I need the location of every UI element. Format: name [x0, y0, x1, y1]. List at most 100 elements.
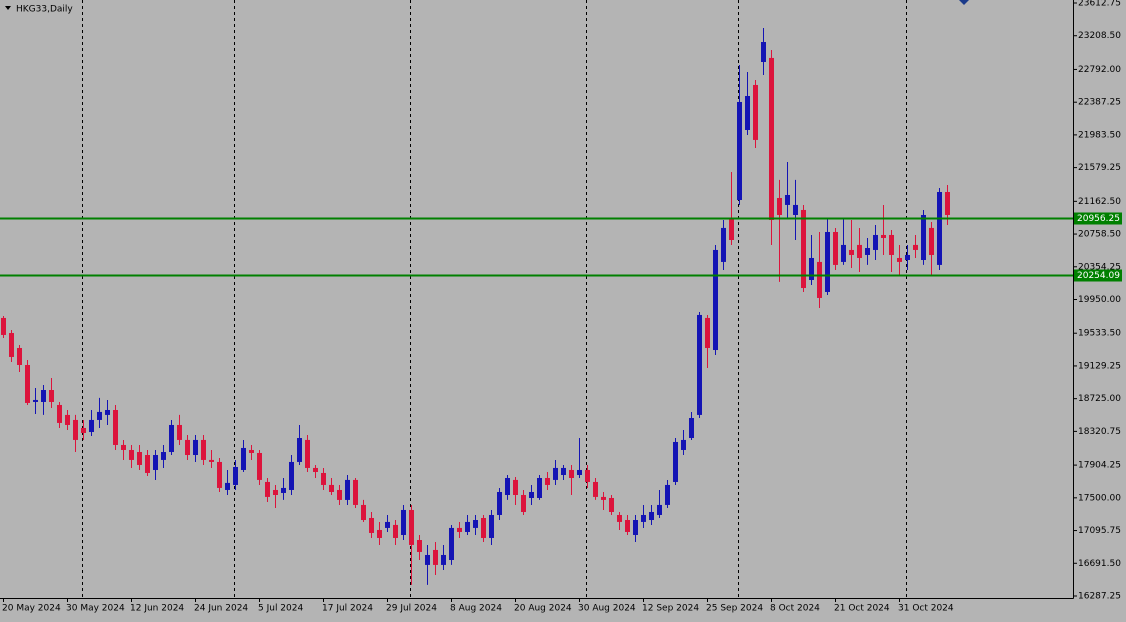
chart-title: HKG33,Daily: [16, 5, 73, 15]
y-tick-label: 22387.25: [1078, 98, 1121, 108]
x-tick-label: 29 Jul 2024: [386, 604, 437, 614]
candle-body: [313, 467, 318, 473]
x-tick-label: 20 Aug 2024: [514, 604, 572, 614]
candle-body: [625, 520, 630, 532]
candle-body: [89, 419, 94, 433]
x-tick-label: 30 May 2024: [66, 604, 125, 614]
candle-body: [17, 347, 22, 365]
candle-body: [377, 529, 382, 538]
candle-body: [185, 439, 190, 456]
level-label-box: [1074, 212, 1122, 225]
candle-body: [97, 411, 102, 420]
candle-body: [713, 249, 718, 351]
candle-body: [577, 469, 582, 475]
candle-body: [249, 449, 254, 453]
candle-body: [33, 399, 38, 402]
y-tick-label: 17095.75: [1078, 526, 1121, 536]
candle-body: [161, 452, 166, 460]
candle-body: [41, 390, 46, 402]
x-tick-label: 8 Oct 2024: [770, 604, 820, 614]
candle-body: [417, 540, 422, 552]
candle-body: [865, 248, 870, 255]
candle-body: [561, 467, 566, 475]
candle-body: [873, 234, 878, 250]
candle-body: [385, 521, 390, 528]
candle-body: [129, 449, 134, 460]
candle-body: [529, 491, 534, 498]
candle-body: [137, 452, 142, 465]
candle-body: [57, 404, 62, 423]
candle-body: [641, 514, 646, 522]
candle-body: [753, 84, 758, 140]
candle-body: [745, 95, 750, 130]
candle-body: [409, 509, 414, 545]
candle-body: [697, 314, 702, 415]
candle-body: [369, 517, 374, 533]
x-tick-label: 21 Oct 2024: [834, 604, 890, 614]
candle-body: [25, 364, 30, 403]
candle-body: [121, 444, 126, 450]
candle-body: [881, 234, 886, 238]
y-tick-label: 18320.75: [1078, 427, 1121, 437]
candle-body: [617, 514, 622, 522]
candle-body: [105, 409, 110, 415]
y-tick-label: 19129.25: [1078, 361, 1121, 371]
candle-body: [81, 427, 86, 433]
candle-body: [273, 489, 278, 495]
candle-body: [721, 227, 726, 262]
candle-body: [569, 469, 574, 478]
x-tick-label: 12 Jun 2024: [130, 604, 184, 614]
candle-body: [833, 231, 838, 265]
candle-body: [545, 477, 550, 485]
candle-body: [425, 554, 430, 565]
candle-body: [705, 317, 710, 348]
y-tick-label: 19950.00: [1078, 295, 1121, 305]
candle-body: [489, 514, 494, 538]
x-tick-label: 25 Sep 2024: [706, 604, 763, 614]
candle-body: [681, 439, 686, 450]
candle-body: [329, 484, 334, 492]
candle-body: [761, 41, 766, 62]
x-tick-label: 31 Oct 2024: [898, 604, 954, 614]
x-tick-label: 20 May 2024: [2, 604, 61, 614]
candle-body: [297, 438, 302, 462]
candle-body: [201, 439, 206, 460]
candle-body: [521, 494, 526, 512]
candle-body: [49, 390, 54, 402]
level-label-box: [1074, 269, 1122, 282]
candle-body: [481, 517, 486, 538]
candle-body: [457, 527, 462, 532]
candle-body: [809, 257, 814, 280]
candle-body: [505, 477, 510, 495]
candle-body: [601, 496, 606, 500]
y-tick-label: 21983.50: [1078, 130, 1121, 140]
candle-body: [73, 419, 78, 440]
candle-body: [841, 244, 846, 262]
candle-body: [945, 191, 950, 215]
candle-body: [649, 511, 654, 521]
candle-body: [113, 409, 118, 445]
y-tick-label: 16287.25: [1078, 592, 1121, 602]
y-tick-label: 18725.00: [1078, 394, 1121, 404]
candle-body: [9, 333, 14, 357]
candle-body: [777, 197, 782, 215]
candle-body: [449, 527, 454, 560]
y-tick-label: 23612.75: [1078, 0, 1121, 9]
candle-body: [177, 424, 182, 440]
candle-body: [553, 467, 558, 480]
candle-body: [209, 459, 214, 462]
candle-body: [801, 209, 806, 289]
candle-body: [361, 504, 366, 521]
y-tick-label: 17904.25: [1078, 461, 1121, 471]
candle-body: [433, 549, 438, 565]
x-tick-label: 17 Jul 2024: [322, 604, 373, 614]
y-tick-label: 20354.25: [1078, 262, 1121, 272]
candle-body: [593, 481, 598, 497]
y-tick-label: 21579.25: [1078, 163, 1121, 173]
candle-body: [657, 504, 662, 515]
candle-body: [537, 477, 542, 498]
candle-body: [401, 509, 406, 535]
candle-body: [785, 194, 790, 205]
